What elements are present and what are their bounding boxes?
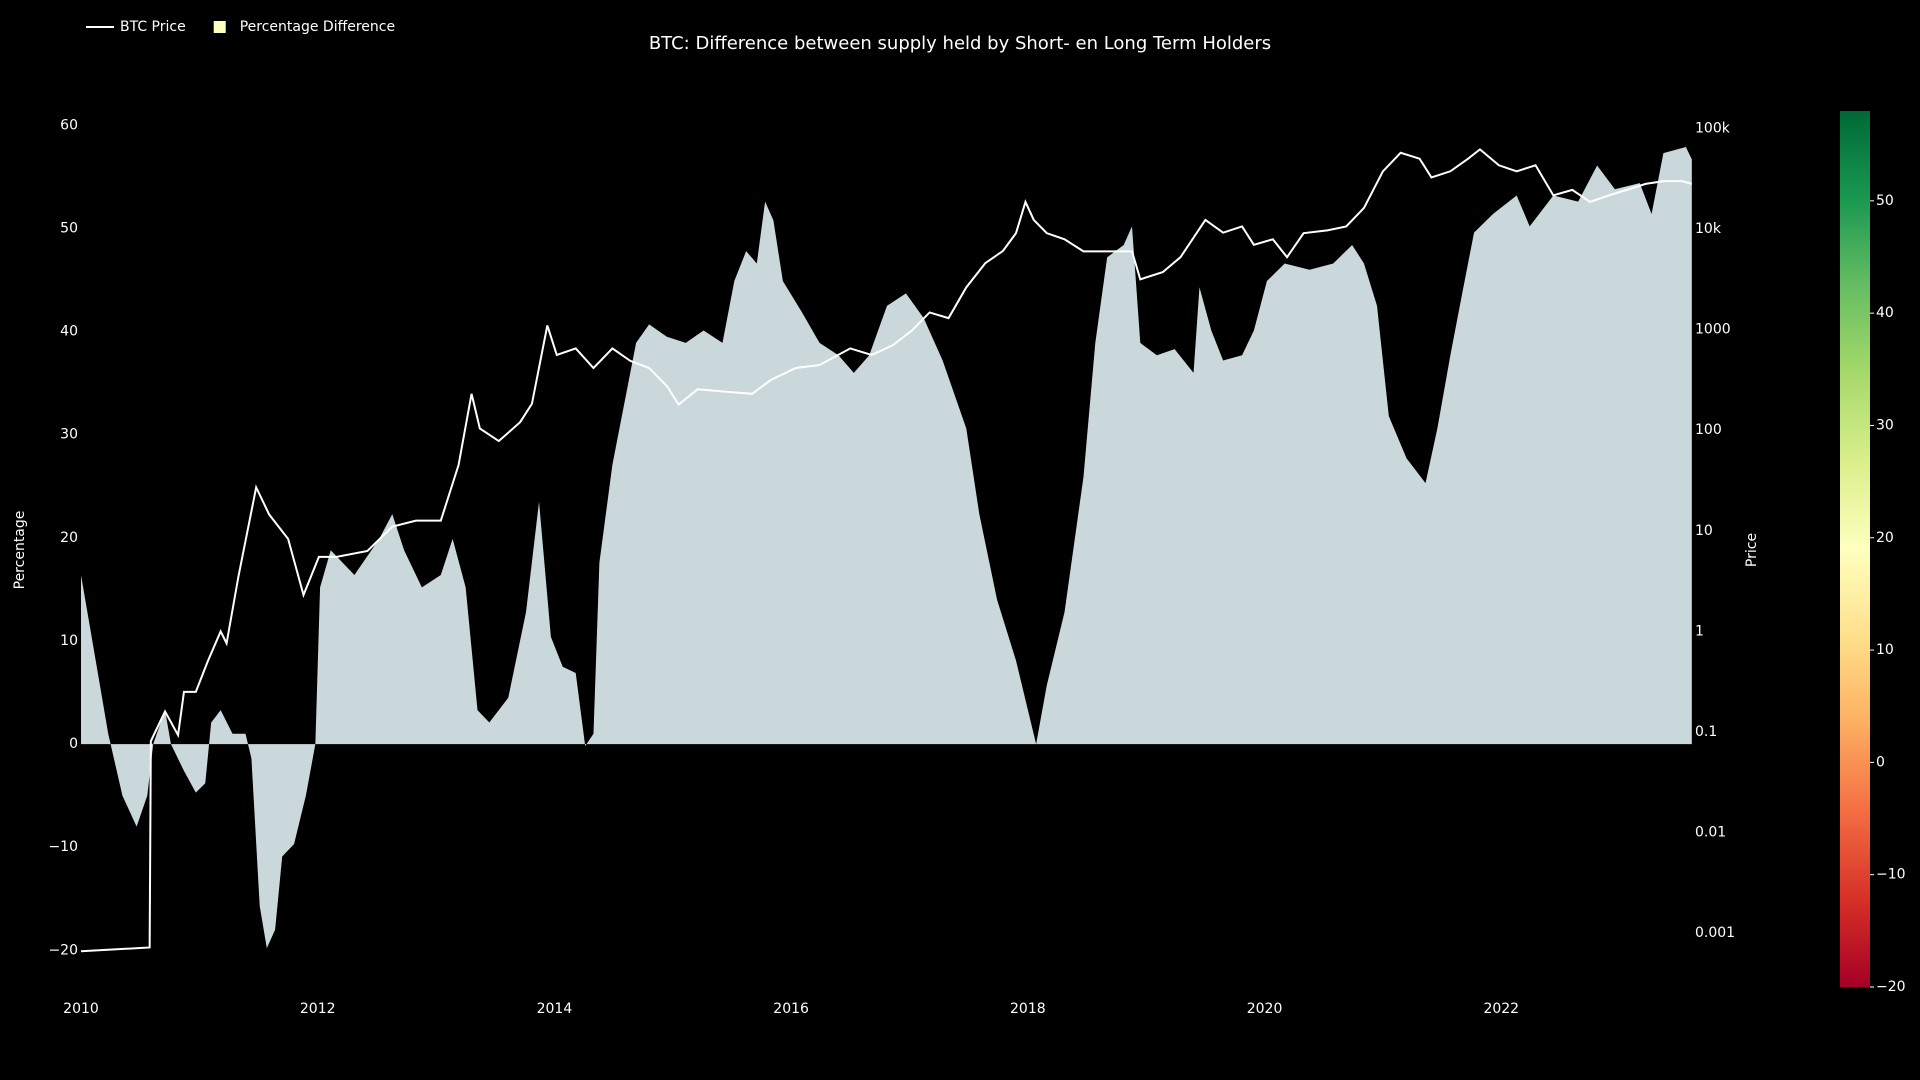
y-tick-label: −20 — [48, 942, 78, 958]
chart-title: BTC: Difference between supply held by S… — [649, 33, 1271, 54]
y-tick-label: 40 — [60, 324, 78, 340]
y2-tick-label: 1 — [1695, 623, 1704, 639]
y2-tick-label: 0.001 — [1695, 925, 1735, 941]
y2-tick-label: 100 — [1695, 422, 1722, 438]
x-tick-label: 2014 — [537, 1001, 573, 1017]
y2-tick-label: 0.1 — [1695, 724, 1717, 740]
x-tick-label: 2022 — [1483, 1001, 1519, 1017]
colorbar-tick-label: 10 — [1876, 642, 1894, 658]
colorbar-tick-label: 0 — [1876, 754, 1885, 770]
x-tick-label: 2020 — [1247, 1001, 1283, 1017]
colorbar-tick-label: 50 — [1876, 193, 1894, 209]
percentage-area — [81, 146, 1692, 949]
x-tick-label: 2010 — [63, 1001, 99, 1017]
colorbar-tick-label: −10 — [1876, 867, 1906, 883]
colorbar-tick-label: 30 — [1876, 417, 1894, 433]
y2-tick-label: 1000 — [1695, 322, 1731, 338]
y2-tick-label: 10k — [1695, 221, 1722, 237]
legend-swatch — [213, 21, 226, 33]
y2-tick-label: 100k — [1695, 120, 1731, 136]
legend-label: Percentage Difference — [240, 19, 395, 35]
x-tick-label: 2012 — [300, 1001, 336, 1017]
y-tick-label: 10 — [60, 633, 78, 649]
y-axis-title: Percentage — [12, 511, 28, 590]
y2-tick-label: 0.01 — [1695, 825, 1726, 841]
colorbar-tick-label: −20 — [1876, 979, 1906, 995]
x-tick-label: 2018 — [1010, 1001, 1046, 1017]
y-tick-label: 50 — [60, 220, 78, 236]
y-tick-label: 30 — [60, 427, 78, 443]
price-line — [80, 148, 1693, 953]
y-tick-label: 60 — [60, 117, 78, 133]
y-tick-label: −10 — [48, 839, 78, 855]
y-tick-label: 0 — [69, 736, 78, 752]
colorbar-tick-label: 20 — [1876, 530, 1894, 546]
colorbar-tick-label: 40 — [1876, 305, 1894, 321]
legend-label: BTC Price — [120, 19, 186, 35]
x-tick-label: 2016 — [773, 1001, 809, 1017]
y2-axis-title: Price — [1744, 533, 1760, 567]
y-tick-label: 20 — [60, 530, 78, 546]
colorbar — [1840, 111, 1870, 987]
y2-tick-label: 10 — [1695, 523, 1713, 539]
